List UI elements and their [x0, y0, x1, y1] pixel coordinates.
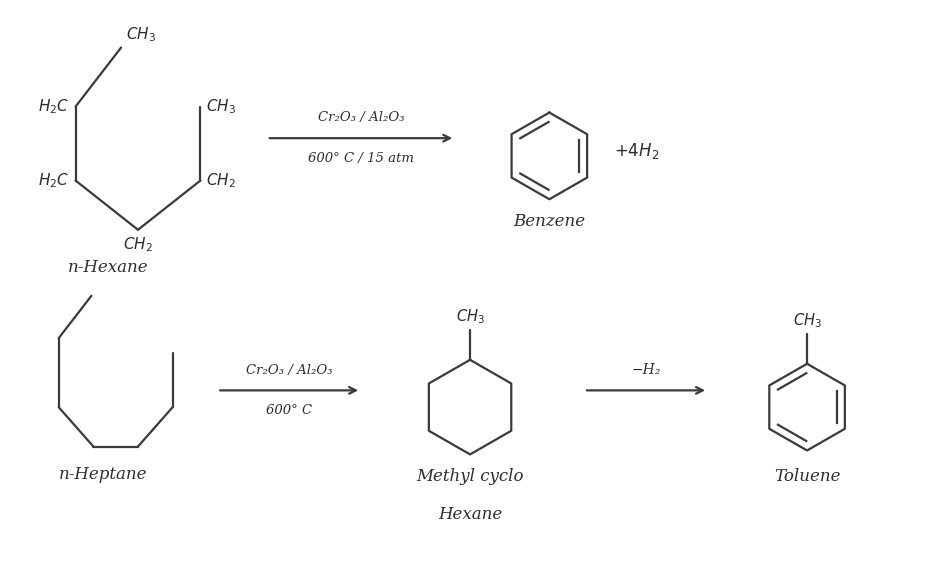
Text: $H_2C$: $H_2C$ — [38, 171, 69, 190]
Text: $CH_2$: $CH_2$ — [123, 236, 153, 254]
Text: Cr₂O₃ / Al₂O₃: Cr₂O₃ / Al₂O₃ — [318, 111, 405, 125]
Text: $H_2C$: $H_2C$ — [38, 97, 69, 116]
Text: −H₂: −H₂ — [631, 363, 661, 377]
Text: Hexane: Hexane — [438, 506, 502, 523]
Text: $CH_3$: $CH_3$ — [126, 25, 156, 43]
Text: 600° C: 600° C — [267, 404, 312, 417]
Text: $CH_3$: $CH_3$ — [456, 307, 485, 327]
Text: Methyl cyclo: Methyl cyclo — [416, 468, 524, 485]
Text: $+4H_2$: $+4H_2$ — [614, 141, 659, 161]
Text: Toluene: Toluene — [774, 468, 841, 485]
Text: Cr₂O₃ / Al₂O₃: Cr₂O₃ / Al₂O₃ — [246, 364, 332, 377]
Text: 600° C / 15 atm: 600° C / 15 atm — [308, 152, 414, 165]
Text: n-Hexane: n-Hexane — [68, 259, 149, 276]
Text: $CH_3$: $CH_3$ — [207, 97, 236, 116]
Text: $CH_2$: $CH_2$ — [207, 171, 236, 190]
Text: Benzene: Benzene — [513, 213, 585, 230]
Text: n-Heptane: n-Heptane — [59, 466, 148, 483]
Text: $CH_3$: $CH_3$ — [793, 311, 822, 331]
